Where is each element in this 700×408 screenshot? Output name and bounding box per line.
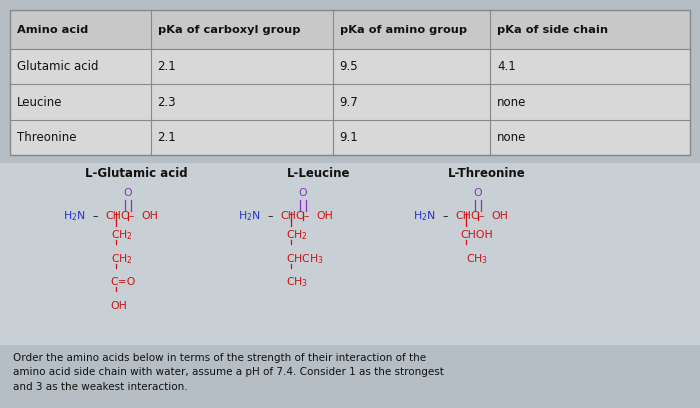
- Text: Threonine: Threonine: [17, 131, 76, 144]
- Text: –: –: [479, 211, 484, 221]
- Text: CHCH$_3$: CHCH$_3$: [286, 252, 323, 266]
- Text: pKa of amino group: pKa of amino group: [340, 24, 467, 35]
- Bar: [10, 49, 690, 84]
- Text: OH: OH: [316, 211, 333, 221]
- Text: pKa of carboxyl group: pKa of carboxyl group: [158, 24, 300, 35]
- Text: Order the amino acids below in terms of the strength of their interaction of the: Order the amino acids below in terms of …: [13, 353, 444, 392]
- Text: –: –: [267, 211, 273, 221]
- Text: none: none: [497, 96, 526, 109]
- Text: L-Leucine: L-Leucine: [287, 167, 350, 180]
- Bar: [0, 163, 700, 345]
- Text: –: –: [129, 211, 134, 221]
- Text: Leucine: Leucine: [17, 96, 62, 109]
- Text: 9.1: 9.1: [340, 131, 358, 144]
- Text: OH: OH: [141, 211, 158, 221]
- Text: H$_2$N: H$_2$N: [413, 209, 435, 223]
- Text: –: –: [304, 211, 309, 221]
- Text: C: C: [470, 211, 478, 221]
- Text: –: –: [442, 211, 448, 221]
- Text: L-Glutamic acid: L-Glutamic acid: [85, 167, 188, 180]
- Text: CH$_2$: CH$_2$: [286, 228, 307, 242]
- Text: Amino acid: Amino acid: [17, 24, 88, 35]
- Bar: [10, 120, 690, 155]
- Text: CH$_3$: CH$_3$: [466, 252, 489, 266]
- Text: OH: OH: [491, 211, 508, 221]
- Text: OH: OH: [111, 301, 127, 311]
- Text: CH$_3$: CH$_3$: [286, 275, 308, 289]
- Text: Glutamic acid: Glutamic acid: [17, 60, 98, 73]
- Text: CH: CH: [455, 211, 471, 221]
- Text: CH$_2$: CH$_2$: [111, 228, 132, 242]
- Bar: [10, 10, 690, 49]
- Text: 9.5: 9.5: [340, 60, 358, 73]
- Text: 2.1: 2.1: [158, 131, 176, 144]
- Text: –: –: [92, 211, 98, 221]
- Text: 4.1: 4.1: [497, 60, 516, 73]
- Text: 2.1: 2.1: [158, 60, 176, 73]
- Bar: [10, 84, 690, 120]
- Text: 9.7: 9.7: [340, 96, 358, 109]
- Text: 2.3: 2.3: [158, 96, 176, 109]
- Text: C: C: [120, 211, 128, 221]
- Text: none: none: [497, 131, 526, 144]
- Text: CHOH: CHOH: [461, 230, 494, 240]
- Text: CH$_2$: CH$_2$: [111, 252, 132, 266]
- Text: O: O: [299, 188, 307, 197]
- Text: O: O: [474, 188, 482, 197]
- Text: L-Threonine: L-Threonine: [447, 167, 526, 180]
- Text: pKa of side chain: pKa of side chain: [497, 24, 608, 35]
- Text: H$_2$N: H$_2$N: [238, 209, 260, 223]
- Text: C: C: [295, 211, 303, 221]
- Text: CH: CH: [105, 211, 121, 221]
- Bar: [10, 10, 690, 155]
- Text: CH: CH: [280, 211, 296, 221]
- Text: H$_2$N: H$_2$N: [63, 209, 85, 223]
- Text: C=O: C=O: [111, 277, 136, 287]
- Text: O: O: [124, 188, 132, 197]
